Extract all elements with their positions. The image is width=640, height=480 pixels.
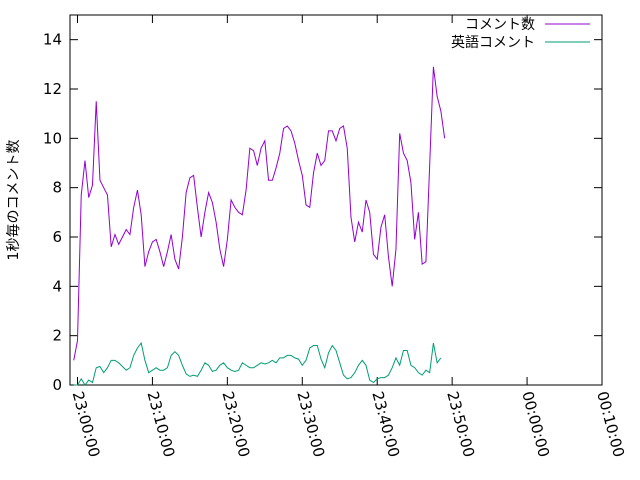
x-tick-label: 00:10:00 [593,389,628,459]
y-tick-label: 12 [43,80,62,98]
x-tick-label: 23:30:00 [293,389,328,459]
y-tick-label: 8 [52,179,62,197]
y-axis-ticks: 0 2 4 6 8 10 12 14 [43,31,602,394]
x-tick-label: 23:00:00 [69,389,104,459]
legend-label-2: 英語コメント [451,34,535,51]
x-tick-label: 23:10:00 [144,389,179,459]
plot-frame [69,14,603,386]
y-tick-label: 14 [43,31,62,49]
series-line-1 [73,66,446,361]
y-tick-label: 2 [52,327,62,345]
y-tick-label: 10 [43,129,62,147]
y-tick-label: 0 [52,376,62,394]
y-axis-label: 1秒毎のコメント数 [6,140,22,261]
series-line-2 [73,341,442,386]
plot-border [69,14,603,386]
legend-label-1: コメント数 [465,17,535,33]
x-tick-label: 23:20:00 [218,389,253,459]
y-tick-label: 4 [52,277,62,295]
x-axis-ticks: 23:00:00 23:10:00 23:20:00 23:30:00 23:40:00… [69,15,628,459]
x-tick-label: 23:40:00 [368,389,403,459]
x-tick-label: 00:00:00 [518,389,553,459]
series-group [73,66,446,386]
y-tick-label: 6 [52,228,62,246]
x-tick-label: 23:50:00 [443,389,478,459]
